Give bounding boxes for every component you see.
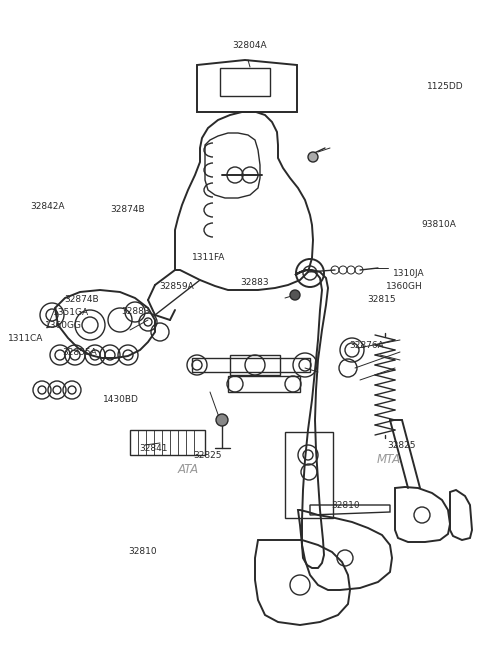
Text: 1125DD: 1125DD <box>427 82 464 91</box>
Circle shape <box>216 414 228 426</box>
Text: 32815: 32815 <box>367 295 396 305</box>
Circle shape <box>290 290 300 300</box>
Text: 1311FA: 1311FA <box>192 253 226 262</box>
Text: 32874B: 32874B <box>110 205 144 214</box>
Text: 32825: 32825 <box>387 441 416 450</box>
Bar <box>220 68 270 96</box>
Text: 32883: 32883 <box>240 278 269 288</box>
Text: 32825: 32825 <box>193 451 222 460</box>
Circle shape <box>308 152 318 162</box>
Text: 32874B: 32874B <box>64 295 99 304</box>
Text: 32810: 32810 <box>331 501 360 510</box>
Text: 32859A: 32859A <box>159 282 194 291</box>
Text: 32883: 32883 <box>121 307 150 316</box>
Text: 1310JA: 1310JA <box>393 269 424 278</box>
Text: 32810: 32810 <box>129 547 157 556</box>
Text: 1360GH: 1360GH <box>386 282 423 291</box>
Text: 93810A: 93810A <box>421 219 456 229</box>
Text: 1351GA: 1351GA <box>52 308 89 317</box>
Text: 1311CA: 1311CA <box>8 334 43 343</box>
Text: 32855A: 32855A <box>62 348 96 357</box>
Text: 32804A: 32804A <box>232 41 267 50</box>
Text: 32876A: 32876A <box>349 341 384 350</box>
Text: ATA: ATA <box>178 463 199 476</box>
Text: 1360GG: 1360GG <box>45 321 83 330</box>
Text: 1430BD: 1430BD <box>103 395 139 404</box>
Text: 32841: 32841 <box>139 444 168 453</box>
Text: MTA: MTA <box>377 453 401 466</box>
Text: 32842A: 32842A <box>30 202 64 211</box>
